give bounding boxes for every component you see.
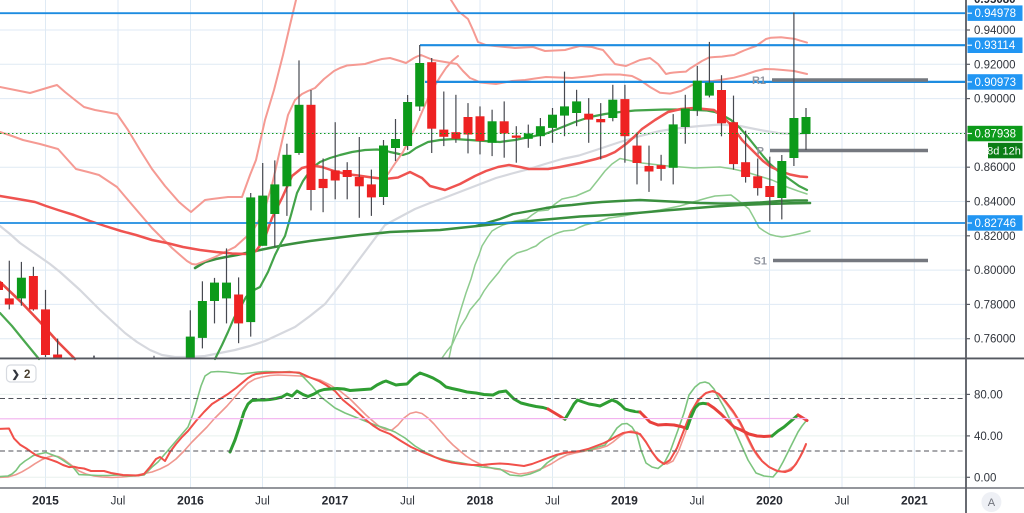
svg-text:40.00: 40.00: [974, 431, 1003, 443]
svg-text:R1: R1: [752, 75, 766, 87]
svg-text:80.00: 80.00: [974, 389, 1003, 401]
svg-text:0.93114: 0.93114: [975, 40, 1016, 52]
svg-text:2021: 2021: [901, 494, 928, 508]
svg-text:0.78000: 0.78000: [974, 299, 1016, 311]
svg-text:8d 12h: 8d 12h: [987, 146, 1021, 158]
svg-text:Jul: Jul: [835, 496, 850, 508]
svg-text:0.90973: 0.90973: [975, 77, 1017, 89]
svg-text:Jul: Jul: [400, 496, 415, 508]
svg-text:2: 2: [24, 369, 30, 381]
svg-text:2019: 2019: [611, 494, 638, 508]
svg-text:Jul: Jul: [545, 496, 560, 508]
svg-text:2020: 2020: [756, 494, 783, 508]
svg-text:0.90000: 0.90000: [974, 94, 1016, 106]
svg-text:S1: S1: [754, 256, 767, 268]
svg-text:❯: ❯: [12, 370, 20, 381]
svg-text:0.92000: 0.92000: [974, 59, 1016, 71]
svg-text:P: P: [757, 146, 764, 158]
svg-text:0.86000: 0.86000: [974, 162, 1016, 174]
svg-text:A: A: [988, 497, 996, 509]
svg-text:0.00: 0.00: [974, 472, 996, 484]
svg-text:2017: 2017: [322, 494, 349, 508]
svg-text:2015: 2015: [32, 494, 59, 508]
svg-text:0.95080: 0.95080: [974, 0, 1016, 6]
svg-text:2016: 2016: [177, 494, 204, 508]
svg-text:2018: 2018: [467, 494, 494, 508]
svg-text:0.87938: 0.87938: [975, 129, 1017, 141]
svg-text:0.82746: 0.82746: [975, 218, 1017, 230]
svg-text:Jul: Jul: [111, 496, 126, 508]
svg-text:Jul: Jul: [690, 496, 705, 508]
svg-text:0.94000: 0.94000: [974, 25, 1016, 37]
svg-text:0.82000: 0.82000: [974, 231, 1016, 243]
svg-text:0.84000: 0.84000: [974, 197, 1016, 209]
svg-text:0.76000: 0.76000: [974, 334, 1016, 346]
svg-text:0.94978: 0.94978: [975, 8, 1017, 20]
svg-text:0.80000: 0.80000: [974, 265, 1016, 277]
svg-text:Jul: Jul: [255, 496, 270, 508]
